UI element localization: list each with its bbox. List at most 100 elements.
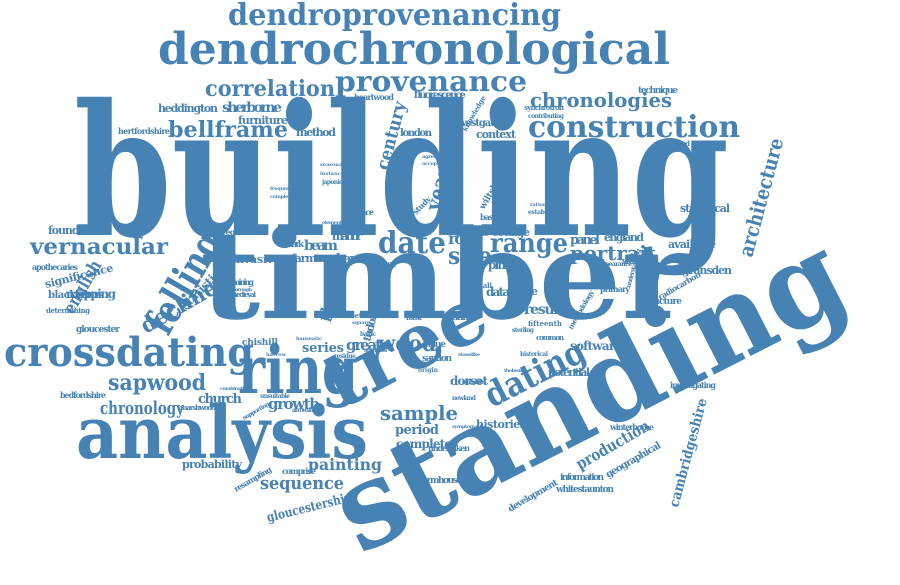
word-suitable: suitable <box>462 379 484 386</box>
word-sequence: sequence <box>260 473 344 494</box>
word-street: street <box>340 311 363 320</box>
word-structure: structure <box>642 297 682 307</box>
word-sterling: sterling <box>512 327 535 334</box>
word-ring: ring <box>238 331 358 409</box>
word-church: church <box>198 392 243 407</box>
word-common: common <box>536 333 564 342</box>
word-appearance: appearance <box>598 261 632 268</box>
word-painting: painting <box>308 455 382 474</box>
word-fifteenth: fifteenth <box>528 319 562 328</box>
word-medieval: medieval <box>230 290 256 299</box>
word-farm: farm <box>291 252 317 265</box>
word-gloucester: gloucester <box>76 325 120 335</box>
word-sherborne: sherborne <box>222 100 282 116</box>
word-timber: timber <box>200 203 692 347</box>
word-many: many <box>448 312 475 323</box>
word-unsuitable: unsuitable <box>260 393 290 400</box>
word-contributing: contributing <box>528 113 565 120</box>
word-histories: histories <box>476 418 526 431</box>
word-heddington: heddington <box>158 102 218 115</box>
word-completeness: completeness <box>270 194 304 200</box>
word-dendrochronological: dendrochronological <box>158 24 670 75</box>
word-sixteenth: sixteenth <box>622 256 656 266</box>
word-historical: historical <box>520 351 549 358</box>
word-context: context <box>476 128 517 141</box>
word-potential: potential <box>548 366 590 379</box>
word-thebenns: thebenns <box>504 368 526 374</box>
word-invasive: invasive <box>232 253 280 266</box>
word-great: great <box>346 336 382 354</box>
word-building: building <box>74 64 729 278</box>
word-series: series <box>302 341 344 356</box>
word-origin: origin <box>418 367 439 374</box>
word-furniture: furniture <box>238 114 288 127</box>
word-range: range <box>490 229 568 259</box>
word-mapping: mapping <box>66 287 117 301</box>
word-comprise: comprise <box>282 466 316 476</box>
word-regional: regional <box>222 227 254 237</box>
word-single: single <box>508 285 538 298</box>
word-blackfriars: blackfriars <box>48 290 104 301</box>
word-method: method <box>296 126 336 139</box>
word-investigating: investigating <box>670 380 716 390</box>
word-primary: primary <box>600 284 630 294</box>
word-harrow: harrow <box>266 352 287 358</box>
word-most: most <box>406 313 423 322</box>
word-period: period <box>395 423 439 438</box>
word-square: square <box>352 320 370 326</box>
word-chishill: chishill <box>242 338 279 348</box>
word-baltic: baltic <box>360 331 376 338</box>
word-seasonal: seasonal <box>320 162 344 168</box>
word-newland: newland <box>452 395 477 402</box>
word-combination: combination <box>220 386 250 392</box>
word-marshwood: marshwood <box>180 403 216 412</box>
word-borough: borough <box>232 287 252 293</box>
word-wood: wood <box>377 331 436 357</box>
word-element: element <box>322 220 343 226</box>
word-portrait: portrait <box>570 241 657 265</box>
word-chronologies: chronologies <box>530 88 672 112</box>
word-symptomatic: symptomatic <box>452 424 484 430</box>
word-establish: establish <box>528 209 557 216</box>
word-example: example <box>236 311 256 317</box>
word-mining: mining <box>232 277 254 287</box>
word-residue: residue <box>334 353 356 360</box>
word-mark: mark <box>284 240 305 250</box>
word-correlation: correlation <box>205 76 335 102</box>
word-hall: hall <box>478 281 492 290</box>
word-result: result <box>524 302 565 318</box>
word-undertaken: undertaken <box>428 443 470 453</box>
word-roof: roof <box>448 229 479 248</box>
word-hanseatic: hanseatic <box>296 336 322 342</box>
word-statistical: statistical <box>680 202 730 215</box>
word-gransden: gransden <box>682 264 732 277</box>
word-determining: determining <box>46 306 90 315</box>
word-farmhouse: farmhouse <box>420 476 462 486</box>
word-instance: instance <box>320 171 344 177</box>
word-present: present <box>456 228 488 238</box>
word-science: science <box>348 207 374 217</box>
word-available: available <box>668 238 716 251</box>
word-arrowsmith: arrowsmith <box>292 407 323 414</box>
word-date: date <box>378 226 446 261</box>
word-winterborne: winterborne <box>609 422 654 432</box>
word-pine: pine <box>488 258 512 272</box>
word-japonica: japonica <box>321 179 346 186</box>
word-england: england <box>604 231 644 244</box>
word-westgate: westgate <box>457 118 500 129</box>
word-construction: construction <box>528 110 740 145</box>
word-based: based <box>480 212 502 222</box>
word-sample: sample <box>380 401 458 425</box>
word-probability: probability <box>182 458 243 471</box>
word-sandon: sandon <box>422 354 452 364</box>
word-barn: barn <box>336 252 365 267</box>
word-acceptable: acceptable <box>422 161 450 167</box>
word-summer: summer <box>364 347 389 354</box>
word-determined: determined <box>654 139 690 148</box>
word-whitestaunton: whitestaunton <box>555 485 614 495</box>
word-vernacular: vernacular <box>29 234 168 260</box>
word-complete: complete <box>396 437 452 451</box>
word-crossdating: crossdating <box>4 329 254 376</box>
